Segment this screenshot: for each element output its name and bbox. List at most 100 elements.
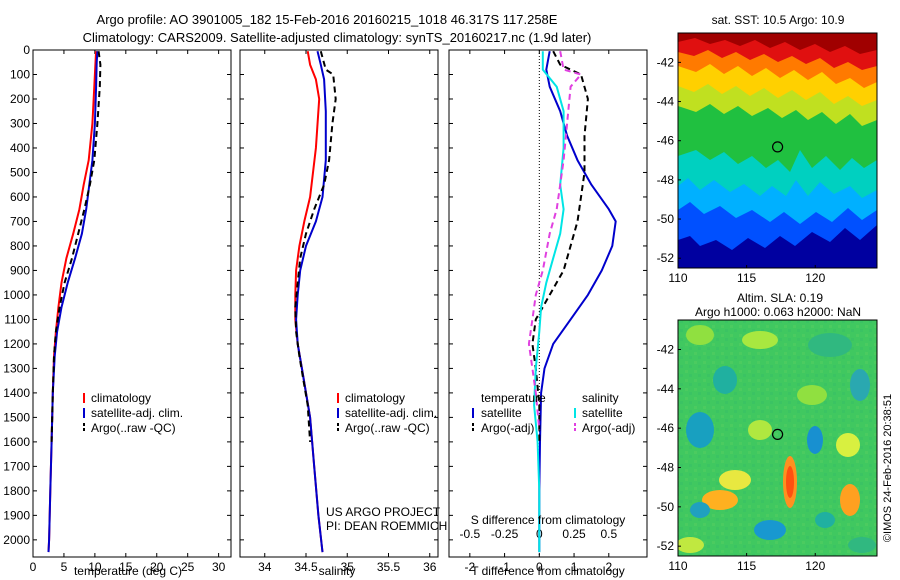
series-line-satellite-adj-clim: [47, 51, 99, 553]
sla-blob: [848, 537, 876, 553]
temperature-series: [47, 51, 102, 553]
y-tick-label: 400: [10, 141, 30, 155]
series-line-t-satellite: [538, 51, 617, 553]
temperature-x-axis: 0 5 10 15 20 25 30: [30, 50, 226, 574]
x-tick-label: 35: [341, 560, 355, 574]
y-tick-label: 600: [10, 190, 30, 204]
y-tick-label: 0: [23, 43, 30, 57]
y-tick-label: 1200: [3, 337, 30, 351]
s-tick-label: -0.5: [459, 527, 480, 541]
sla-blob: [686, 325, 714, 345]
sla-blob: [797, 385, 827, 405]
y-tick-label: 900: [10, 263, 30, 277]
y-tick-label: 1800: [3, 484, 30, 498]
map-y-tick-label: -46: [657, 134, 675, 148]
sla-blob: [690, 502, 710, 518]
map-x-tick-label: 115: [737, 559, 756, 573]
x-tick-label: 15: [119, 560, 133, 574]
series-line-t-argo-adj: [531, 50, 589, 442]
t-difference-x-label: T difference from climatology: [471, 564, 625, 578]
legend-label-climatology: climatology: [91, 391, 151, 405]
s-tick-label: -0.25: [491, 527, 519, 541]
salinity-plot-frame: [239, 49, 439, 558]
map-x-tick-label: 110: [668, 559, 687, 573]
figure-title-line2: Climatology: CARS2009. Satellite-adjuste…: [83, 30, 592, 45]
sla-blob: [719, 470, 751, 490]
salinity-series: [294, 50, 337, 553]
argo-float-marker: [771, 428, 784, 440]
x-tick-label: 36: [423, 560, 437, 574]
temperature-y-axis: 0 100 200 300 400 500 600 700 800 900 1000 1100 1200…: [3, 43, 231, 547]
difference-series: [527, 50, 617, 553]
y-tick-label: 500: [10, 165, 30, 179]
difference-legend: temperature salinity satellite Argo(-adj…: [472, 391, 635, 435]
map-y-tick-label: -52: [657, 251, 675, 265]
map-y-tick-label: -52: [657, 539, 675, 553]
difference-x-axis: -2 -1 0 1 2: [465, 50, 612, 574]
legend-title-salinity: salinity: [582, 391, 619, 405]
map-y-tick-label: -46: [657, 421, 675, 435]
temperature-x-label: temperature (deg C): [74, 564, 182, 578]
y-tick-label: 300: [10, 116, 30, 130]
series-line-s-satellite: [533, 51, 565, 553]
x-tick-label: 2: [605, 560, 612, 574]
x-tick-label: 35.5: [377, 560, 401, 574]
map-y-tick-label: -42: [657, 55, 675, 69]
figure-title-line1: Argo profile: AO 3901005_182 15-Feb-2016…: [97, 12, 558, 27]
legend-label-satellite: satellite-adj. clim.: [91, 406, 183, 420]
sla-blob: [786, 466, 794, 498]
x-tick-label: 34: [258, 560, 272, 574]
y-tick-label: 1700: [3, 459, 30, 473]
y-tick-label: 1000: [3, 288, 30, 302]
legend-label-argo: Argo(..raw -QC): [91, 421, 176, 435]
sla-map-title: Altim. SLA: 0.19: [737, 291, 823, 305]
sst-heatmap: [678, 33, 877, 268]
series-line-satellite-adj-clim: [295, 50, 327, 553]
x-tick-label: 0: [536, 560, 543, 574]
s-tick-label: 0.25: [562, 527, 586, 541]
x-tick-label: 20: [150, 560, 164, 574]
legend-label-argo: Argo(..raw -QC): [345, 421, 430, 435]
y-tick-label: 1100: [4, 312, 30, 326]
sla-blob: [808, 333, 852, 357]
map-y-tick-label: -50: [657, 500, 675, 514]
y-tick-label: 1900: [3, 508, 30, 522]
series-line-argo-raw-qc: [50, 51, 102, 442]
map-x-tick-label: 120: [805, 271, 825, 285]
project-note-line2: PI: DEAN ROEMMICH: [326, 519, 447, 533]
sla-map-subtitle: Argo h1000: 0.063 h2000: NaN: [695, 305, 861, 319]
s-difference-x-label: S difference from climatology: [471, 513, 626, 527]
series-line-climatology: [294, 51, 324, 553]
map-y-tick-label: -44: [657, 382, 675, 396]
legend-label-t-argo: Argo(-adj): [481, 421, 534, 435]
difference-s-axis: -0.5-0.2500.250.5: [459, 527, 617, 541]
s-tick-label: 0.5: [600, 527, 617, 541]
x-tick-label: 1: [571, 560, 578, 574]
sla-map-frame: [677, 319, 878, 557]
legend-label-t-satellite: satellite: [481, 406, 522, 420]
project-note-line1: US ARGO PROJECT: [326, 505, 441, 519]
y-tick-label: 1500: [3, 410, 30, 424]
difference-y-axis: [449, 49, 647, 541]
y-tick-label: 700: [10, 214, 30, 228]
x-tick-label: 25: [181, 560, 195, 574]
legend-title-temperature: temperature: [481, 391, 546, 405]
series-line-climatology: [47, 51, 98, 553]
x-tick-label: 0: [30, 560, 37, 574]
sla-blob: [686, 412, 714, 448]
sla-blob: [713, 366, 737, 394]
sla-blob: [748, 420, 772, 440]
x-tick-label: 30: [212, 560, 226, 574]
imos-timestamp: ©IMOS 24-Feb-2016 20:38:51: [882, 394, 894, 542]
temperature-legend: climatology satellite-adj. clim. Argo(..…: [83, 391, 183, 435]
salinity-y-axis: [240, 49, 438, 541]
sla-heatmap: [678, 320, 877, 556]
sst-map-frame: [677, 32, 878, 269]
y-tick-label: 100: [10, 67, 30, 81]
y-tick-label: 1300: [3, 361, 30, 375]
map-y-tick-label: -48: [657, 173, 675, 187]
sla-blob: [836, 433, 860, 457]
sla-blob: [678, 537, 704, 553]
sla-map-axes: 110 115 120 -42 -44 -46 -48 -50 -52: [657, 343, 826, 574]
